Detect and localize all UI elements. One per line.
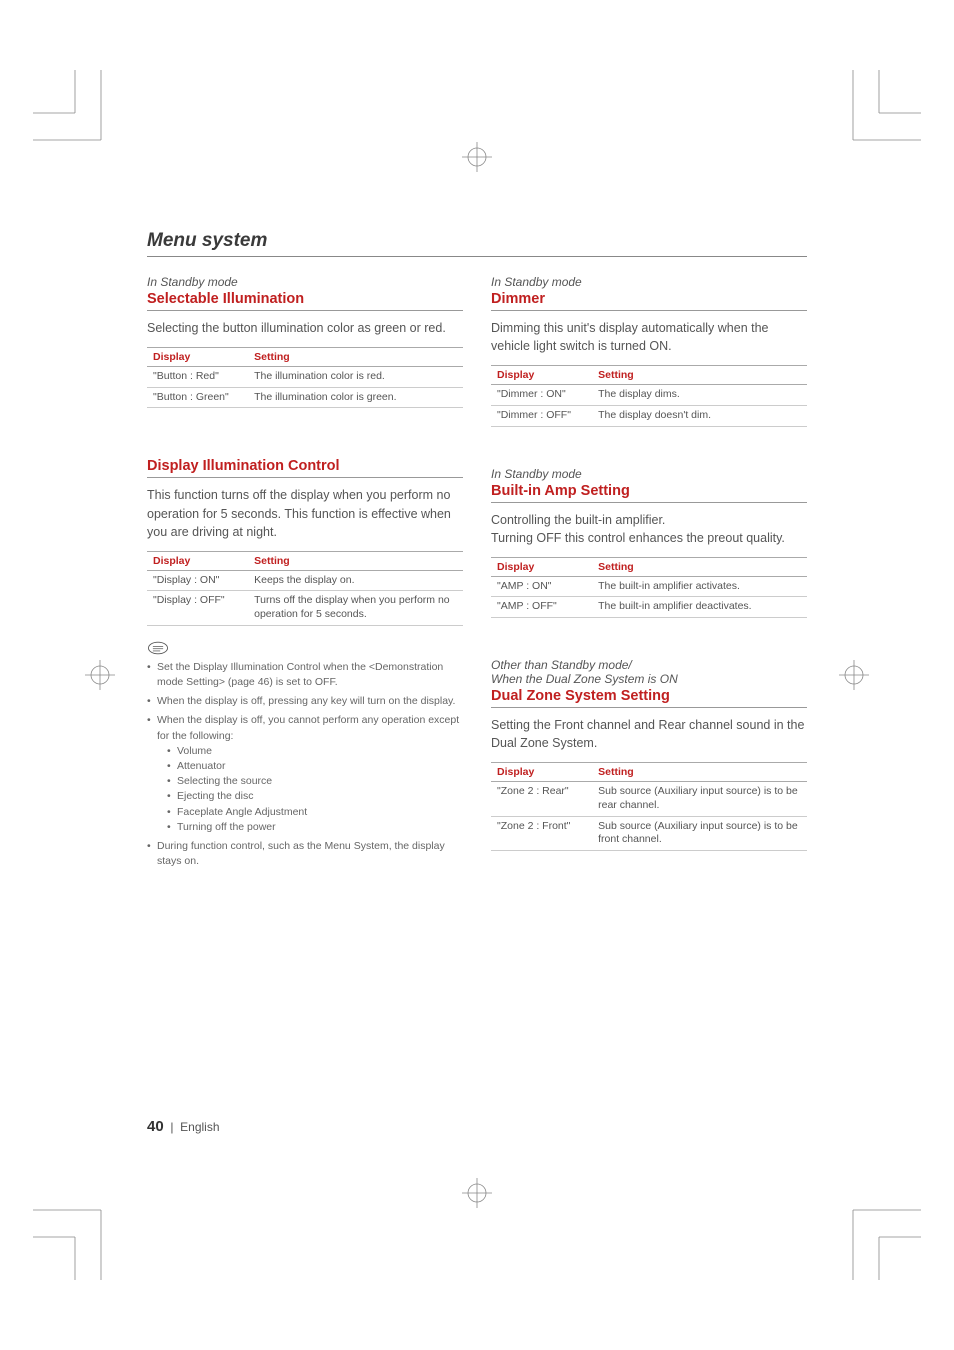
list-item: Ejecting the disc xyxy=(167,789,463,804)
table-row: "AMP : OFF"The built-in amplifier deacti… xyxy=(491,597,807,618)
section-title-display-illum-control: Display Illumination Control xyxy=(147,458,463,478)
section-desc: Selecting the button illumination color … xyxy=(147,319,463,337)
list-item: Faceplate Angle Adjustment xyxy=(167,805,463,820)
table-row: "Zone 2 : Rear"Sub source (Auxiliary inp… xyxy=(491,782,807,816)
notes-list: Set the Display Illumination Control whe… xyxy=(147,660,463,870)
right-column: In Standby mode Dimmer Dimming this unit… xyxy=(491,275,807,874)
note-icon xyxy=(147,640,169,656)
section-title-selectable-illumination: Selectable Illumination xyxy=(147,291,463,311)
section-title-amp: Built-in Amp Setting xyxy=(491,483,807,503)
content-columns: In Standby mode Selectable Illumination … xyxy=(147,275,807,874)
mode-label: Other than Standby mode/ When the Dual Z… xyxy=(491,658,807,686)
th-setting: Setting xyxy=(248,348,463,367)
page-content: Menu system In Standby mode Selectable I… xyxy=(147,230,807,874)
settings-table-dualzone: DisplaySetting "Zone 2 : Rear"Sub source… xyxy=(491,762,807,851)
section-title-dimmer: Dimmer xyxy=(491,291,807,311)
th-display: Display xyxy=(491,557,592,576)
settings-table-dimmer: DisplaySetting "Dimmer : ON"The display … xyxy=(491,365,807,426)
section-desc: This function turns off the display when… xyxy=(147,486,463,540)
mode-label: In Standby mode xyxy=(147,275,463,289)
page-number: 40 xyxy=(147,1118,164,1135)
list-item: Turning off the power xyxy=(167,820,463,835)
list-item: Selecting the source xyxy=(167,774,463,789)
mode-label: In Standby mode xyxy=(491,467,807,481)
section-desc: Setting the Front channel and Rear chann… xyxy=(491,716,807,752)
table-row: "Dimmer : ON"The display dims. xyxy=(491,385,807,406)
table-row: "AMP : ON"The built-in amplifier activat… xyxy=(491,576,807,597)
section-desc: Dimming this unit's display automaticall… xyxy=(491,319,807,355)
page-footer: 40 | English xyxy=(147,1118,220,1135)
section-desc: Controlling the built-in amplifier. Turn… xyxy=(491,511,807,547)
table-row: "Dimmer : OFF"The display doesn't dim. xyxy=(491,405,807,426)
th-display: Display xyxy=(147,551,248,570)
settings-table-illumination: DisplaySetting "Button : Red"The illumin… xyxy=(147,347,463,408)
mode-label: In Standby mode xyxy=(491,275,807,289)
table-row: "Display : ON"Keeps the display on. xyxy=(147,570,463,591)
notes-sublist: Volume Attenuator Selecting the source E… xyxy=(157,744,463,835)
page-title: Menu system xyxy=(147,230,807,257)
th-display: Display xyxy=(491,366,592,385)
th-setting: Setting xyxy=(592,366,807,385)
table-row: "Button : Green"The illumination color i… xyxy=(147,387,463,408)
left-column: In Standby mode Selectable Illumination … xyxy=(147,275,463,874)
footer-sep: | xyxy=(167,1120,180,1134)
th-setting: Setting xyxy=(592,763,807,782)
settings-table-amp: DisplaySetting "AMP : ON"The built-in am… xyxy=(491,557,807,618)
list-item: During function control, such as the Men… xyxy=(147,839,463,869)
list-item: Set the Display Illumination Control whe… xyxy=(147,660,463,690)
list-item: When the display is off, pressing any ke… xyxy=(147,694,463,709)
section-title-dualzone: Dual Zone System Setting xyxy=(491,688,807,708)
table-row: "Zone 2 : Front"Sub source (Auxiliary in… xyxy=(491,816,807,850)
settings-table-display-control: DisplaySetting "Display : ON"Keeps the d… xyxy=(147,551,463,626)
table-row: "Display : OFF"Turns off the display whe… xyxy=(147,591,463,625)
th-setting: Setting xyxy=(248,551,463,570)
table-row: "Button : Red"The illumination color is … xyxy=(147,367,463,388)
th-display: Display xyxy=(491,763,592,782)
page-language: English xyxy=(180,1120,219,1134)
list-item: Volume xyxy=(167,744,463,759)
th-display: Display xyxy=(147,348,248,367)
list-item: When the display is off, you cannot perf… xyxy=(147,713,463,835)
list-item: Attenuator xyxy=(167,759,463,774)
th-setting: Setting xyxy=(592,557,807,576)
